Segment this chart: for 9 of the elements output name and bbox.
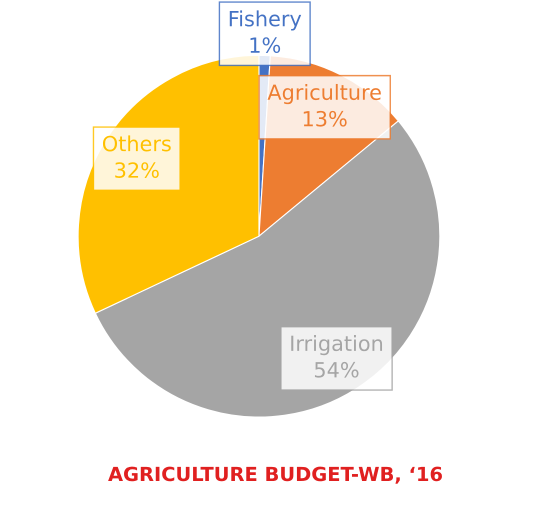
data-label: 13% xyxy=(304,110,347,127)
slice-label: Fishery xyxy=(230,10,302,31)
slice-label: Irrigation xyxy=(291,335,382,356)
text: AGRICULTURE BUDGET-WB, ‘16 xyxy=(108,466,442,484)
data-label: 1% xyxy=(250,37,280,54)
slice-label: Agriculture xyxy=(268,84,381,104)
data-label: 54% xyxy=(314,362,359,378)
slice-label: Others xyxy=(102,135,171,152)
data-label: 32% xyxy=(115,162,159,178)
